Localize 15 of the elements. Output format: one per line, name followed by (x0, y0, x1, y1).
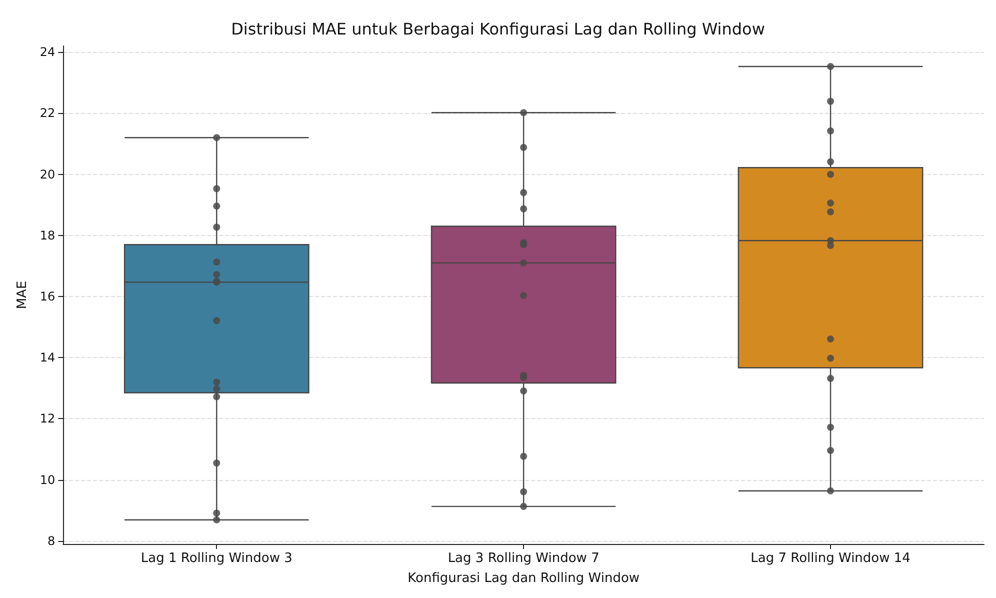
y-tick-label: 10 (40, 472, 56, 487)
y-axis-title: MAE (15, 280, 30, 310)
y-tick-label: 14 (40, 350, 56, 365)
y-tick-label: 8 (48, 534, 56, 548)
y-tick-label: 18 (40, 228, 56, 242)
x-tick-label: Lag 3 Rolling Window 7 (448, 551, 600, 566)
y-tick-label: 12 (40, 412, 56, 426)
x-axis-title: Konfigurasi Lag dan Rolling Window (408, 571, 640, 586)
y-tick-label: 20 (40, 167, 56, 182)
x-tick-label: Lag 7 Rolling Window 14 (750, 551, 910, 566)
y-tick-label: 16 (40, 290, 56, 304)
y-tick-label: 22 (40, 106, 56, 120)
x-tick-label: Lag 1 Rolling Window 3 (140, 551, 292, 566)
y-tick-label: 24 (40, 45, 56, 60)
chart-title: Distribusi MAE untuk Berbagai Konfigurasi Lag dan Rolling Window (231, 20, 765, 38)
